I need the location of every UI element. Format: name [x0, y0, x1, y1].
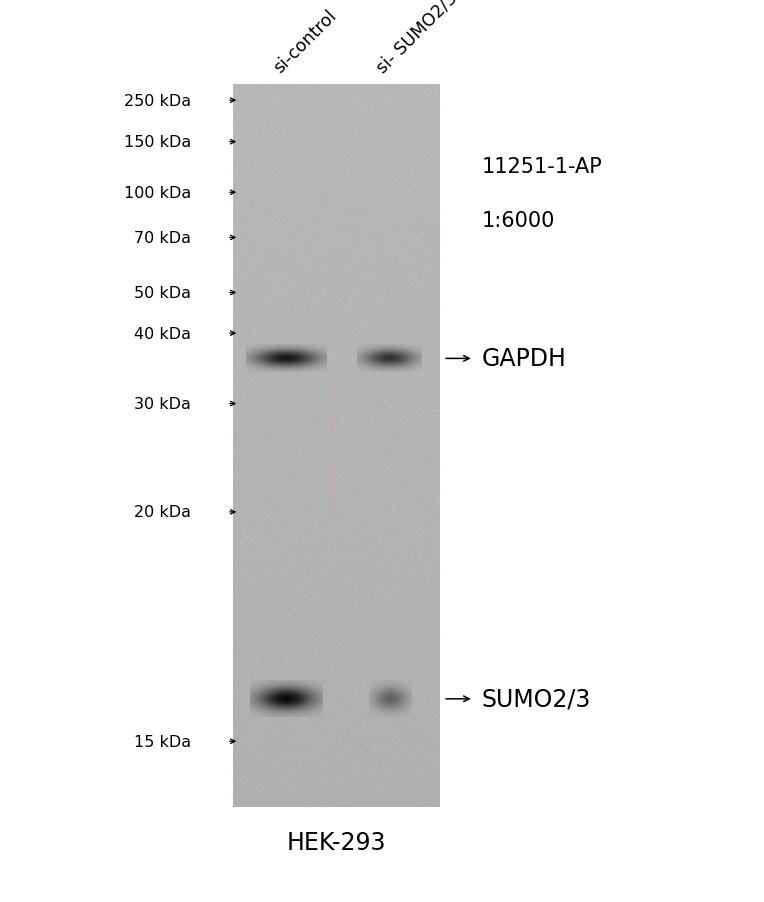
Text: 100 kDa: 100 kDa [124, 186, 191, 200]
Text: 30 kDa: 30 kDa [134, 397, 191, 411]
Text: si-control: si-control [270, 6, 340, 77]
Text: 150 kDa: 150 kDa [124, 135, 191, 150]
Text: 50 kDa: 50 kDa [134, 286, 191, 300]
Text: WWW.PTGLAB.COM: WWW.PTGLAB.COM [329, 373, 343, 520]
Text: 1:6000: 1:6000 [481, 211, 555, 231]
Text: 20 kDa: 20 kDa [134, 505, 191, 520]
Text: si- SUMO2/3: si- SUMO2/3 [373, 0, 461, 77]
Text: 70 kDa: 70 kDa [134, 231, 191, 245]
Text: HEK-293: HEK-293 [286, 830, 386, 854]
Text: GAPDH: GAPDH [481, 347, 566, 371]
Text: 15 kDa: 15 kDa [134, 734, 191, 749]
Text: 250 kDa: 250 kDa [124, 94, 191, 108]
Text: 40 kDa: 40 kDa [134, 327, 191, 341]
Text: 11251-1-AP: 11251-1-AP [481, 157, 602, 177]
Text: SUMO2/3: SUMO2/3 [481, 687, 591, 711]
